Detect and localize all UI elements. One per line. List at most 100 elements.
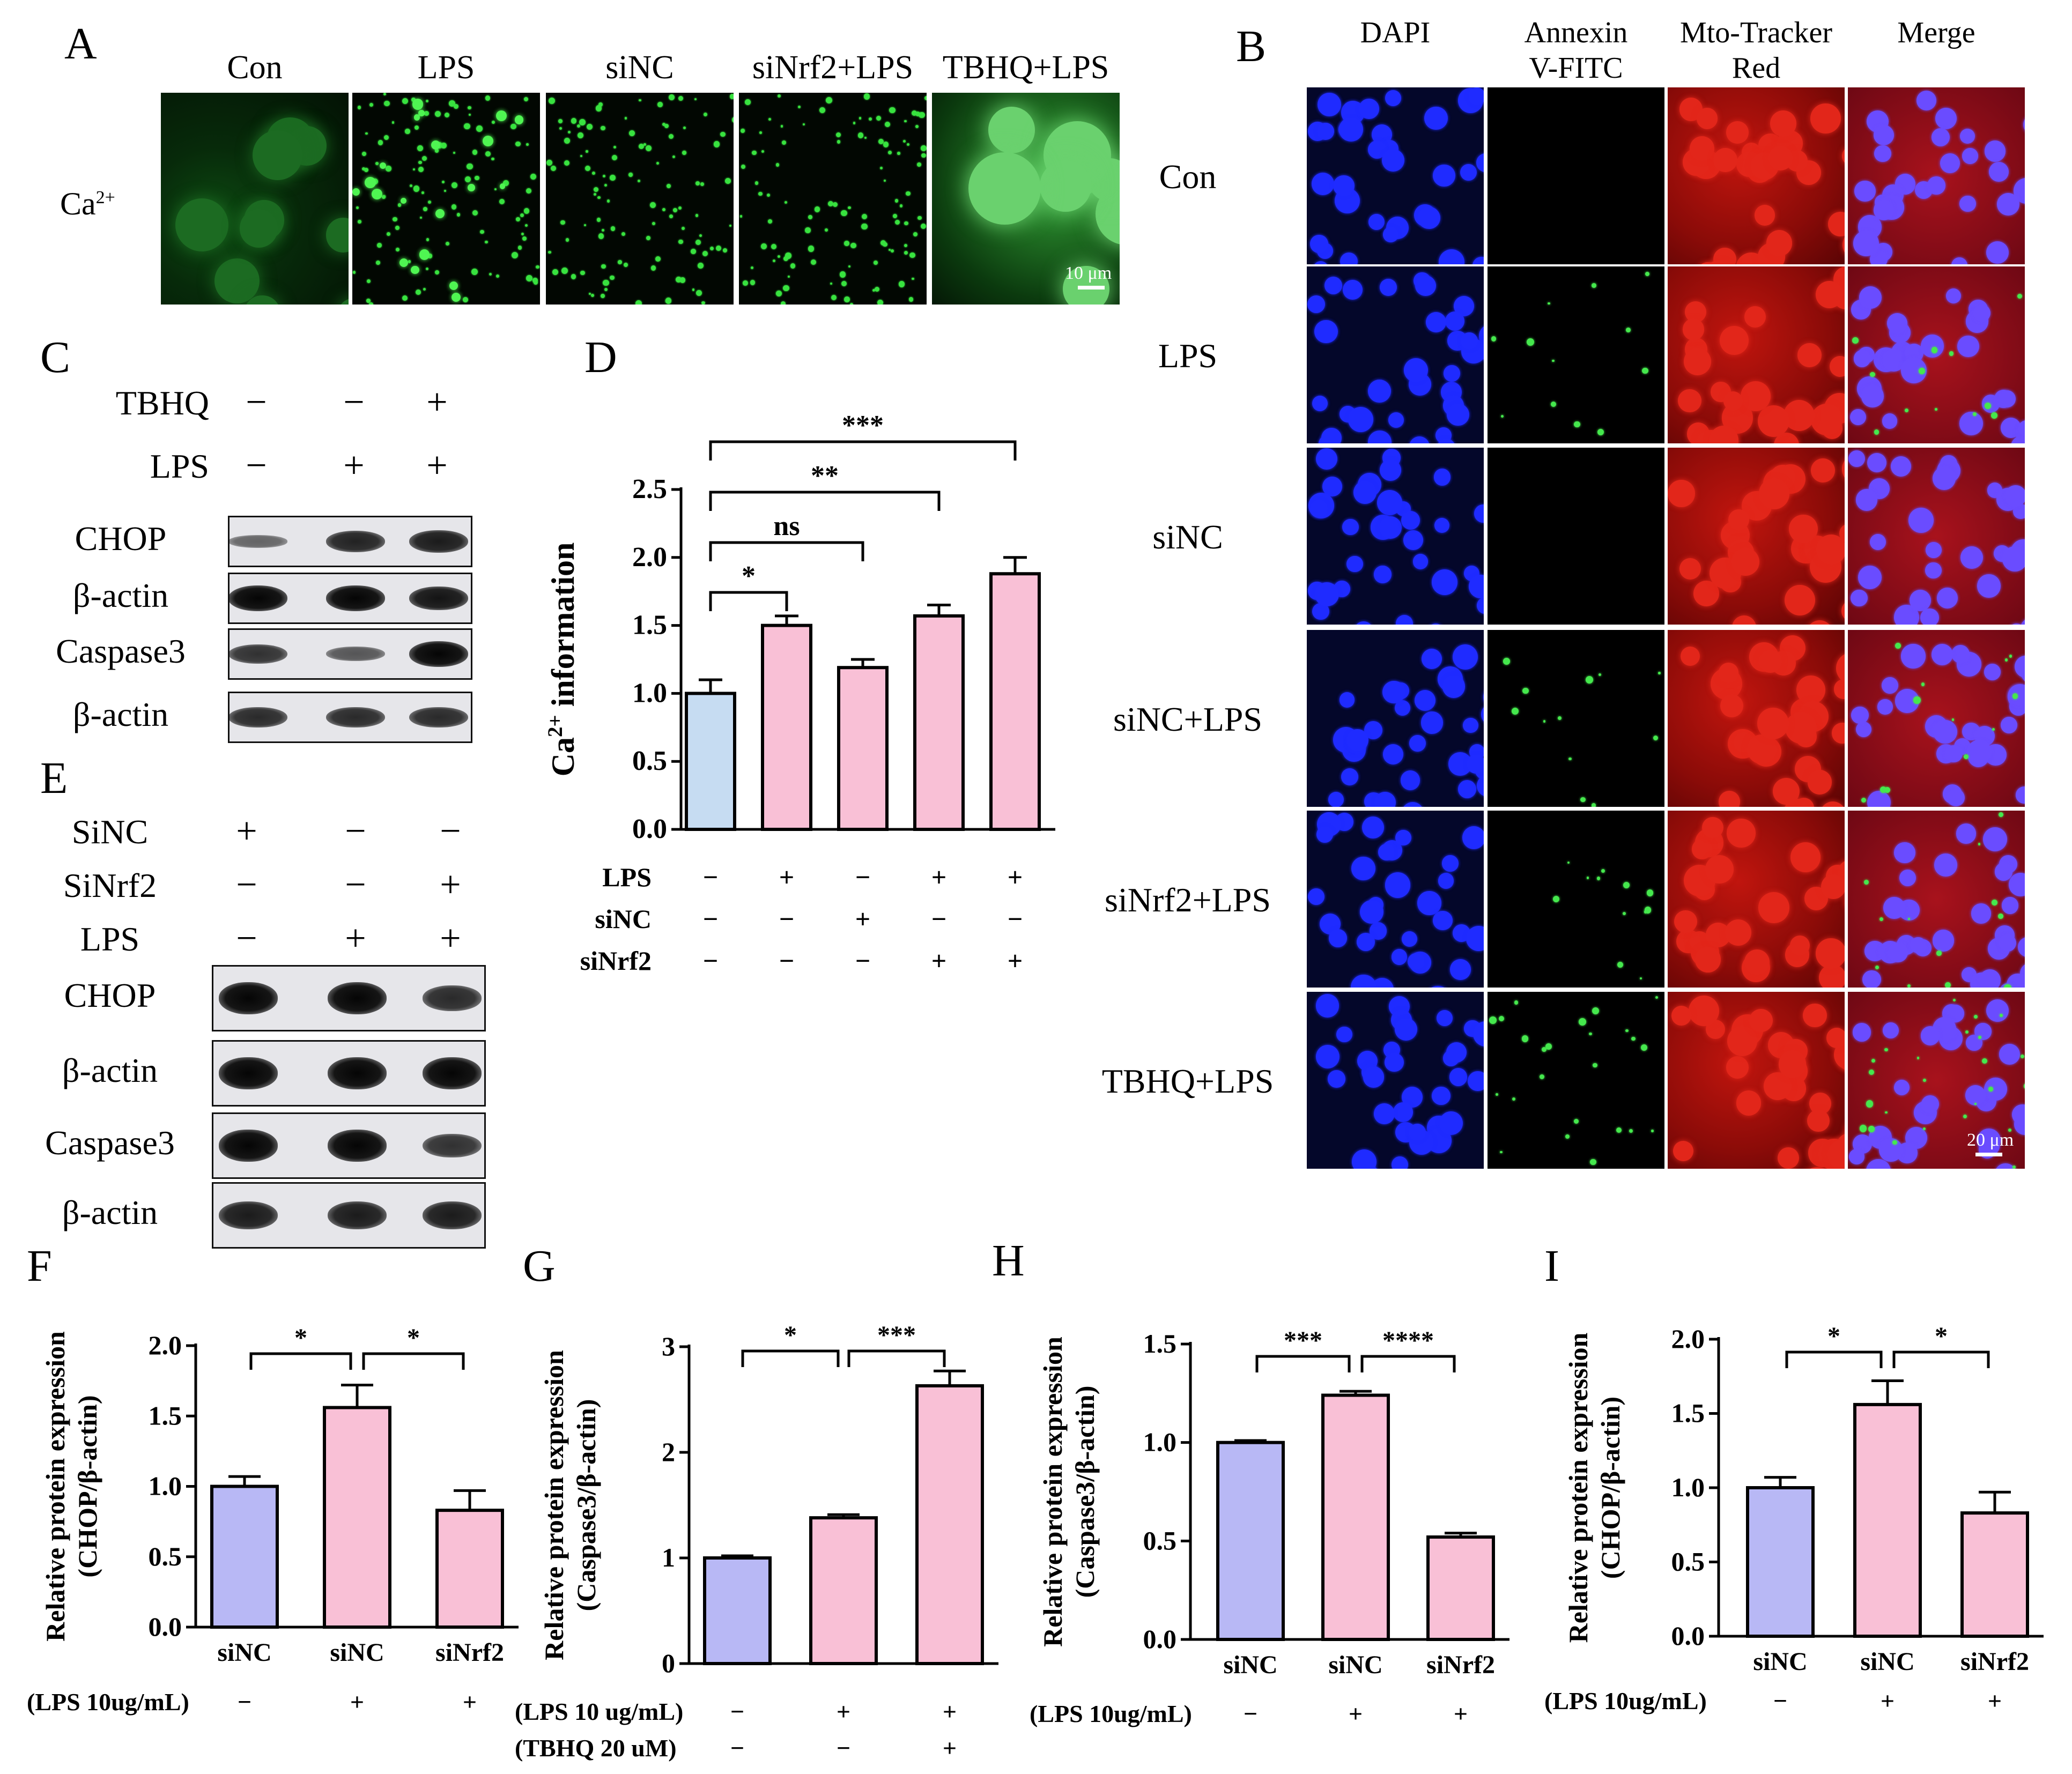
fluorescent-spot [467,163,473,170]
panel-label-c: C [40,332,71,382]
fluorescent-spot [1920,608,1939,625]
fluorescent-spot [678,239,683,244]
fluorescent-spot [1388,412,1404,428]
fluorescent-spot [1841,600,1845,622]
fluorescent-spot [1999,390,2016,408]
fluorescent-spot [530,174,536,180]
fluorescent-spot [427,253,433,258]
fluorescent-spot [657,102,663,107]
fluorescent-spot [1725,919,1751,946]
fluorescent-spot [372,189,383,200]
fluorescent-spot [1548,302,1550,305]
fluorescent-spot [897,152,900,155]
fluorescent-spot [561,268,568,274]
fluorescent-spot [1432,569,1458,595]
fluorescent-spot [1593,1063,1597,1068]
fluorescent-spot [1500,414,1504,418]
fluorescent-spot [650,265,656,271]
fluorescent-spot [1374,792,1396,807]
blot-sign: − [343,382,365,423]
fluorescent-spot [628,173,633,177]
fluorescent-spot [729,224,732,227]
fluorescent-spot [1476,774,1484,797]
fluorescent-spot [864,137,867,139]
y-tick-label: 1.5 [1671,1398,1705,1428]
chart-f-chop: 0.0 0.5 1.0 1.5 2.0 Relative protein expressi… [27,1324,519,1716]
fluorescent-spot [2000,1014,2003,1017]
y-tick-label: 2.0 [1671,1324,1705,1354]
fluorescent-spot [571,274,576,279]
panel-b-row-label: TBHQ+LPS [1101,1062,1274,1100]
fluorescent-spot [418,110,425,116]
fluorescent-spot [904,120,907,123]
fluorescent-spot [913,232,917,236]
panel-b-column-label: Annexin V-FITC [1524,16,1628,85]
fluorescent-spot [400,198,406,204]
fluorescent-spot [564,160,569,166]
fluorescent-spot [418,160,422,164]
fluorescent-spot [1681,646,1700,666]
fluorescent-spot [585,166,591,172]
fluorescent-spot [1956,823,1977,844]
panel-b-micrograph [1668,630,1845,807]
fluorescent-spot [1474,504,1484,523]
fluorescent-spot [695,214,698,217]
fluorescent-spot [754,181,759,185]
blot-band [326,585,385,611]
fluorescent-spot [837,140,841,144]
y-tick-label: 1.0 [632,678,667,708]
fluorescent-spot [861,214,867,220]
blot-sign: − [236,918,257,959]
fluorescent-spot [1704,261,1733,264]
fluorescent-spot [1830,356,1845,377]
fluorescent-spot [743,280,749,286]
bar [323,1406,391,1629]
significance-label: **** [1382,1326,1434,1355]
fluorescent-spot [1984,664,2001,681]
fluorescent-spot [1671,1005,1691,1026]
blot-sign: − [345,864,366,905]
fluorescent-spot [1720,694,1744,718]
row-label-text: Ca [60,186,96,221]
bar [837,666,889,831]
fluorescent-spot [624,117,627,120]
fluorescent-spot [1931,128,1950,147]
fluorescent-spot [396,248,399,252]
fluorescent-spot [1881,677,1898,694]
fluorescent-spot [1884,786,1890,793]
fluorescent-spot [1741,381,1771,411]
bar [915,1384,984,1665]
fluorescent-spot [2018,420,2025,436]
fluorescent-spot [1409,735,1426,752]
fluorescent-spot [550,165,556,171]
fluorescent-spot [767,194,771,197]
fluorescent-spot [1719,326,1749,355]
fluorescent-spot [656,162,660,165]
fluorescent-spot [1586,676,1594,684]
fluorescent-spot [387,232,391,236]
y-axis-label-superscript: 2+ [544,715,567,737]
fluorescent-spot [1999,934,2017,952]
fluorescent-spot [1511,708,1519,715]
chart-i-chop: 0.0 0.5 1.0 1.5 2.0 Relative protein expressi… [1544,1322,2044,1714]
fluorescent-spot [603,279,609,286]
fluorescent-spot [1986,999,2009,1022]
panel-b-micrograph [1668,811,1845,988]
y-tick-label: 1.0 [1143,1427,1177,1457]
fluorescent-spot [369,302,373,305]
fluorescent-spot [1778,1147,1800,1169]
fluorescent-spot [577,132,584,138]
fluorescent-spot [836,132,841,138]
fluorescent-spot [1363,1066,1385,1088]
blot-row-label: β-actin [72,576,169,614]
fluorescent-spot [419,217,422,219]
fluorescent-spot [536,265,539,269]
fluorescent-spot [502,180,509,187]
condition-sign: + [1881,1687,1895,1714]
blot-band [328,1057,387,1089]
panel-b-micrograph [1488,630,1664,807]
fluorescent-spot [1995,1163,2016,1169]
fluorescent-spot [1437,1010,1453,1026]
fluorescent-spot [384,135,389,140]
fluorescent-spot [1580,797,1586,802]
